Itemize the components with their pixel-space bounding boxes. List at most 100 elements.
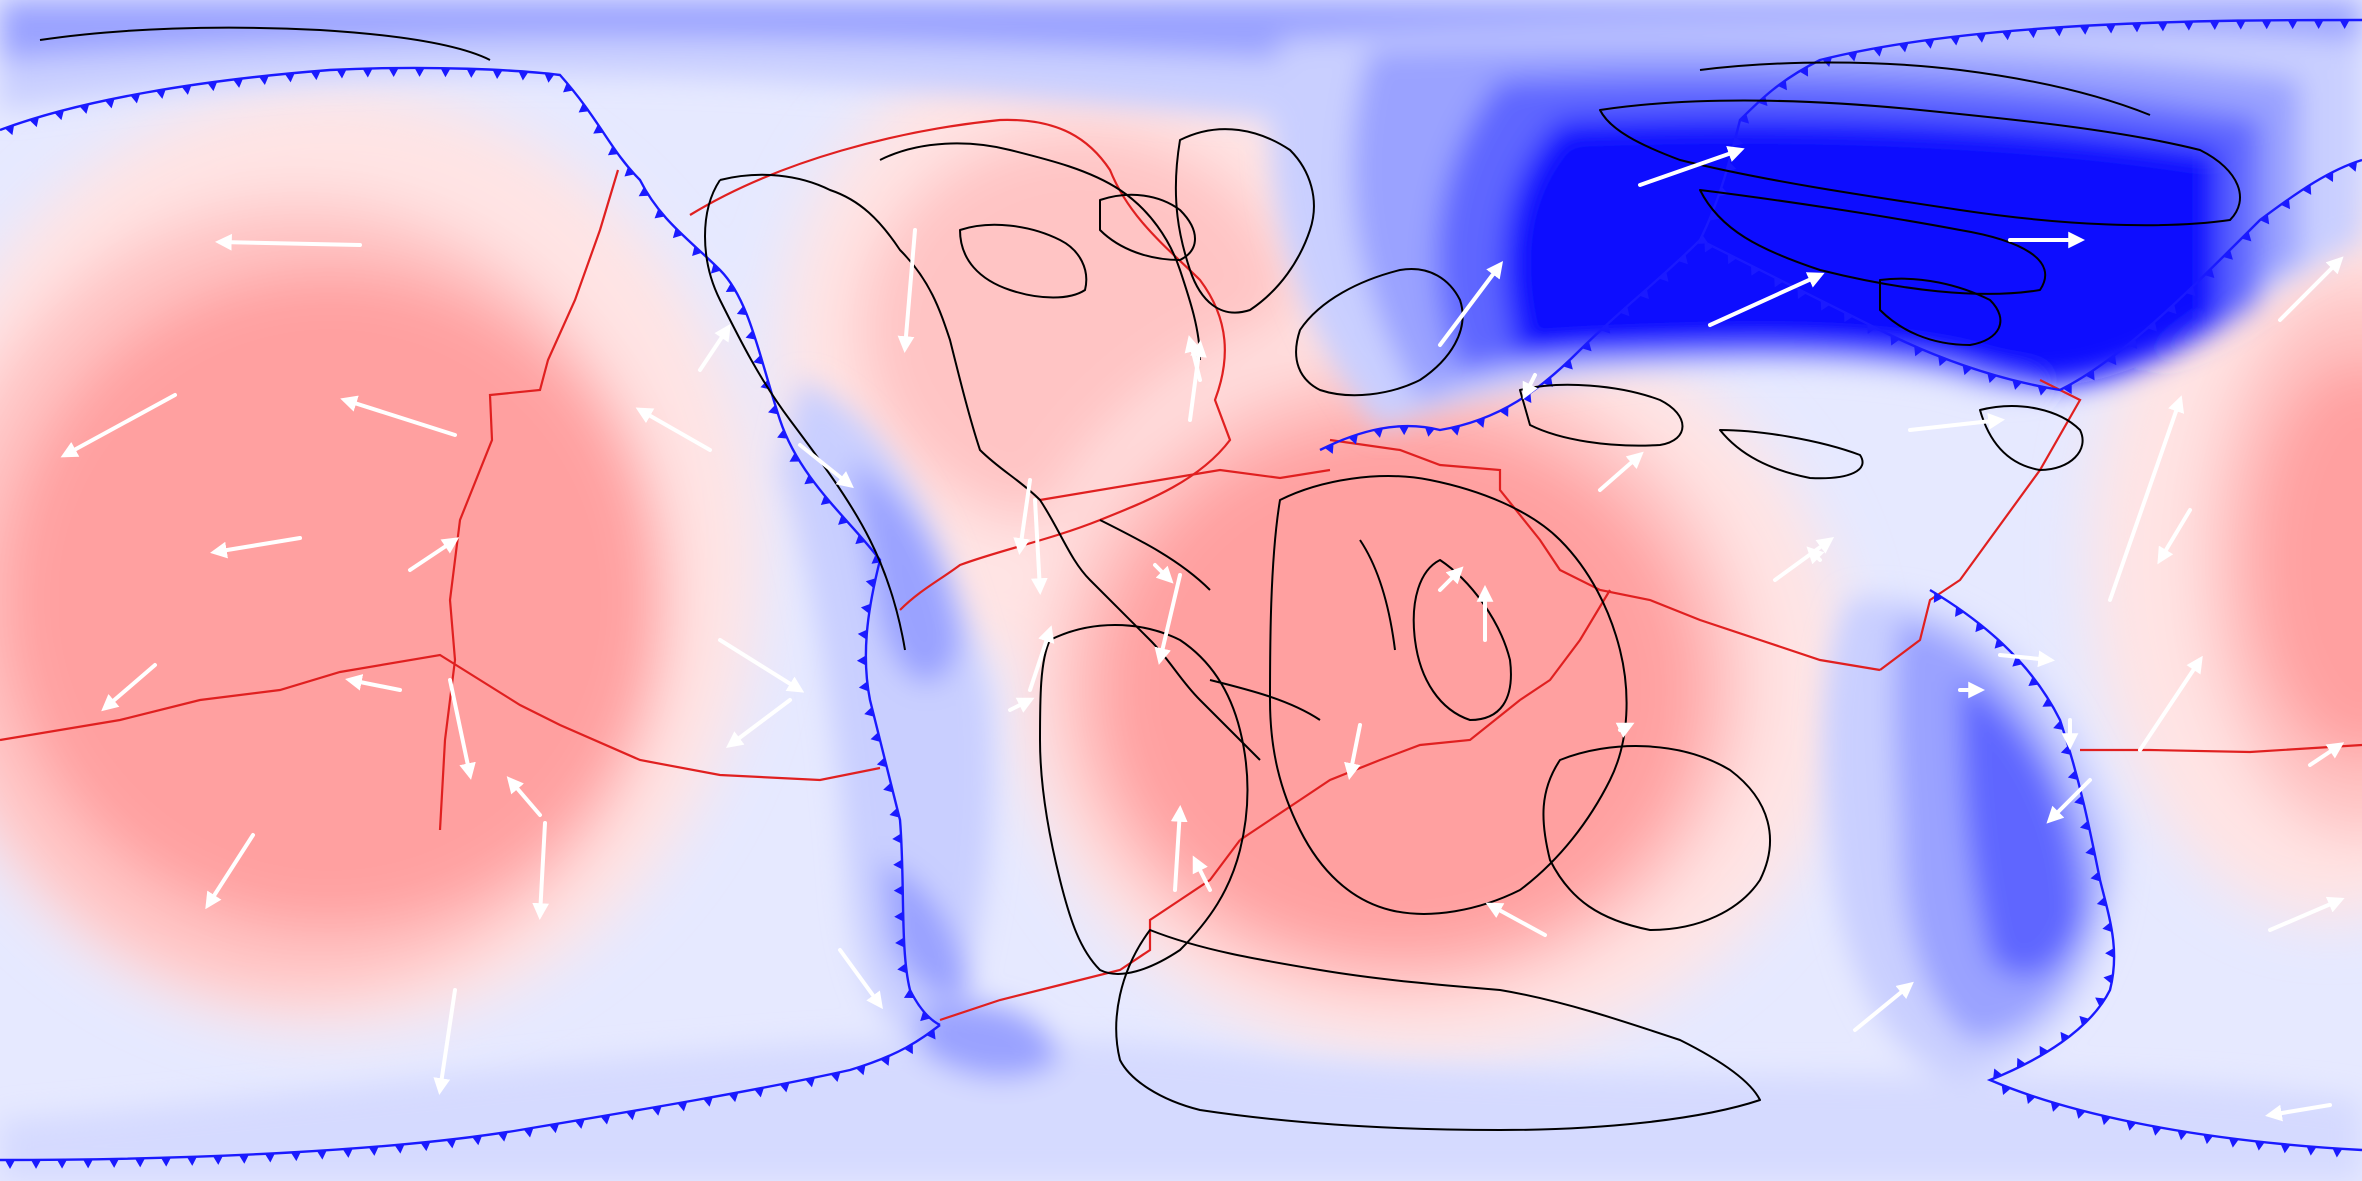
subduction-tooth (2313, 20, 2324, 30)
subduction-tooth (1639, 289, 1649, 300)
subduction-tooth (893, 885, 903, 896)
subduction-tooth (1955, 606, 1965, 617)
subduction-tooth (2157, 22, 2168, 32)
subduction-tooth (1499, 406, 1509, 417)
subduction-tooth (672, 228, 683, 239)
subduction-tooth (1475, 417, 1485, 428)
ridge-boundary (1039, 468, 1331, 502)
subduction-tooth (1847, 51, 1858, 62)
subduction-tooth (1709, 211, 1720, 221)
subduction-tooth (889, 807, 900, 818)
subduction-tooth (1933, 592, 1943, 603)
velocity-arrow (506, 776, 542, 817)
subduction-tooth (1581, 341, 1592, 352)
subduction-tooth (856, 655, 866, 666)
subduction-tooth (544, 73, 555, 83)
subduction-tooth (54, 110, 64, 121)
subduction-tooth (160, 1157, 171, 1167)
subduction-tooth (725, 283, 737, 293)
velocity-arrow (698, 323, 731, 372)
subduction-tooth (894, 911, 904, 922)
subduction-tooth (181, 85, 192, 95)
subduction-tooth (1799, 66, 1809, 77)
subduction-tooth (1898, 42, 1909, 53)
subduction-tooth (563, 82, 574, 93)
subduction-tooth (1844, 312, 1853, 323)
subduction-tooth (108, 1158, 119, 1168)
subduction-tooth (264, 1153, 275, 1163)
subduction-tooth (1658, 271, 1669, 282)
subduction-tooth (1727, 253, 1737, 265)
velocity-arrow (1344, 723, 1362, 780)
subduction-tooth (904, 1043, 913, 1055)
subduction-tooth (1424, 427, 1435, 437)
velocity-arrow (1188, 340, 1207, 422)
subduction-tooth (654, 208, 665, 219)
subduction-tooth (2209, 20, 2220, 31)
velocity-arrow (1028, 625, 1055, 692)
subduction-tooth (893, 859, 903, 870)
velocity-arrow (1013, 478, 1032, 555)
velocity-arrow (2157, 508, 2192, 565)
subduction-tooth (2204, 268, 2215, 279)
subduction-tooth (1324, 443, 1334, 454)
subduction-tooth (1733, 136, 1744, 147)
subduction-tooth (523, 1127, 534, 1138)
subduction-tooth (2001, 30, 2012, 41)
subduction-boundary (1319, 18, 2362, 452)
subduction-tooth (745, 330, 756, 340)
subduction-tooth (2012, 656, 2023, 667)
subduction-boundary (1699, 158, 2362, 392)
subduction-tooth (2347, 161, 2358, 172)
velocity-arrow (1708, 272, 1825, 327)
subduction-tooth (2339, 20, 2350, 30)
velocity-arrow (210, 536, 302, 559)
coastline-arctic-islands (879, 142, 1201, 361)
subduction-tooth (864, 707, 875, 717)
subduction-tooth (2012, 379, 2023, 390)
subduction-tooth (5, 1159, 15, 1169)
subduction-tooth (753, 354, 764, 365)
velocity-arrow (725, 698, 792, 749)
subduction-tooth (2261, 20, 2272, 30)
velocity-arrow (718, 638, 805, 693)
subduction-tooth (892, 833, 902, 844)
subduction-tooth (342, 1148, 353, 1158)
subduction-tooth (897, 963, 907, 974)
velocity-arrow (101, 663, 157, 712)
subduction-tooth (82, 1159, 93, 1169)
velocity-arrow (1192, 855, 1212, 892)
subduction-tooth (2151, 1125, 2162, 1136)
subduction-tooth (155, 89, 166, 99)
subduction-tooth (1890, 335, 1900, 346)
subduction-tooth (2079, 820, 2090, 831)
velocity-arrow (1806, 546, 1825, 565)
subduction-tooth (2085, 370, 2095, 381)
subduction-tooth (1726, 161, 1737, 172)
subduction-tooth (238, 1154, 249, 1164)
subduction-tooth (638, 187, 649, 197)
velocity-arrow (2138, 655, 2203, 752)
subduction-tooth (2131, 23, 2142, 33)
subduction-tooth (1975, 621, 1985, 633)
blue-region-antarctic-east (920, 1003, 1060, 1079)
subduction-tooth (440, 68, 451, 78)
subduction-tooth (56, 1159, 67, 1169)
subduction-tooth (2037, 385, 2048, 396)
subduction-tooth (79, 104, 90, 114)
subduction-tooth (626, 1110, 637, 1121)
subduction-tooth (394, 1144, 405, 1154)
blue-region-americas-west-mid (850, 460, 960, 683)
subduction-tooth (420, 1141, 431, 1152)
velocity-arrow (2268, 896, 2345, 932)
subduction-tooth (789, 452, 800, 462)
subduction-tooth (865, 578, 876, 589)
subduction-tooth (926, 1029, 936, 1040)
subduction-tooth (855, 1065, 866, 1076)
velocity-arrow (1438, 260, 1504, 347)
subduction-tooth (2067, 770, 2078, 780)
subduction-tooth (2147, 321, 2158, 332)
subduction-tooth (1698, 234, 1709, 244)
